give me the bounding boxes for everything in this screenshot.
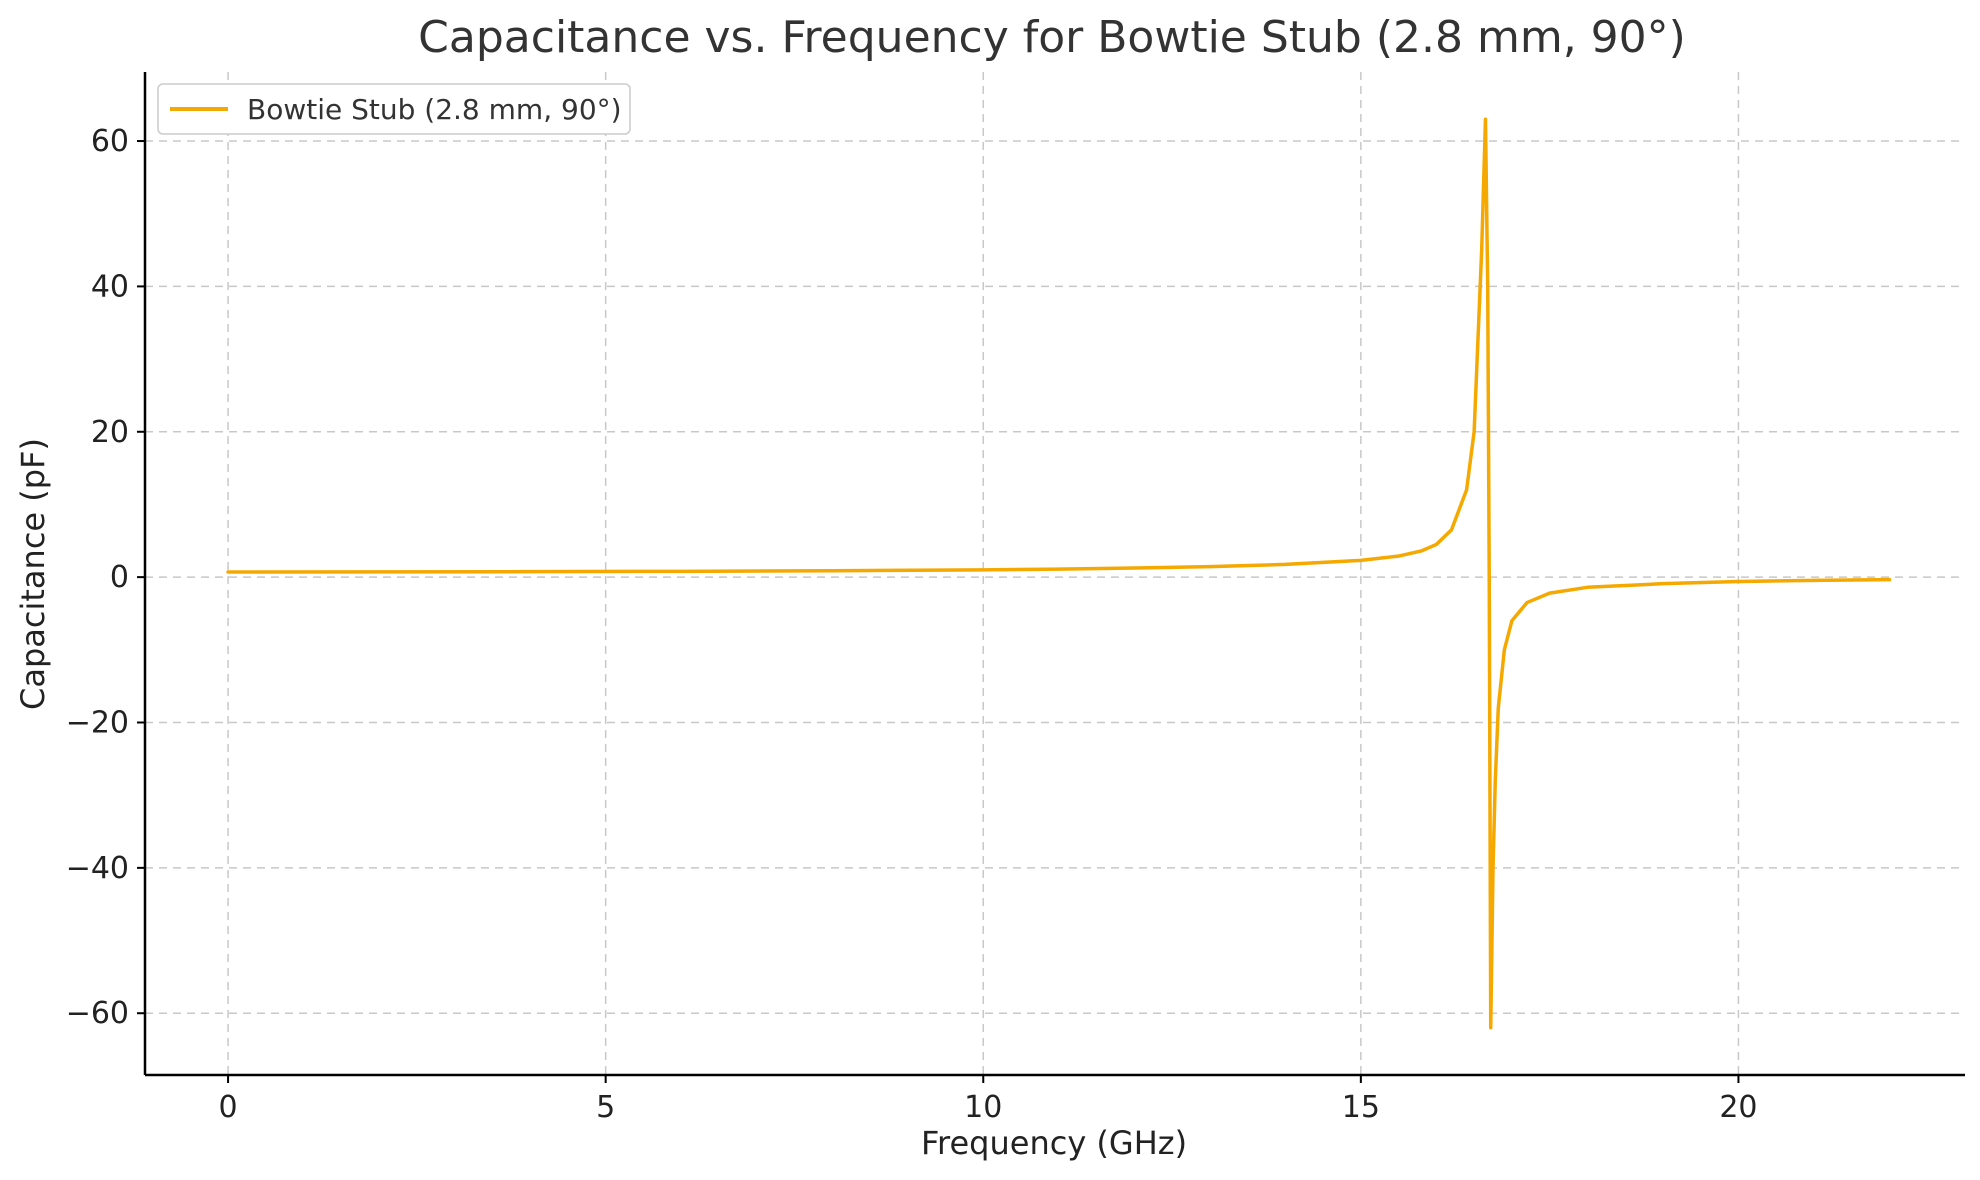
legend-box — [157, 83, 631, 135]
ticks: 0 5 10 15 20 −60 −40 −20 0 20 40 60 — [66, 124, 1758, 1125]
x-tick-label: 0 — [219, 1090, 238, 1125]
y-tick-label: −60 — [66, 996, 129, 1031]
chart-title: Capacitance vs. Frequency for Bowtie Stu… — [418, 12, 1686, 63]
x-tick-label: 15 — [1342, 1090, 1380, 1125]
grid-lines — [145, 72, 1965, 1075]
x-tick-label: 10 — [964, 1090, 1002, 1125]
y-tick-label: 60 — [91, 124, 129, 159]
axes — [143, 72, 1965, 1077]
y-tick-label: 40 — [91, 269, 129, 304]
y-tick-label: 0 — [110, 560, 129, 595]
series-layer — [226, 117, 1892, 1030]
y-tick-label: 20 — [91, 415, 129, 450]
legend: Bowtie Stub (2.8 mm, 90°) — [157, 83, 631, 135]
y-tick-label: −40 — [66, 851, 129, 886]
x-tick-label: 20 — [1719, 1090, 1757, 1125]
y-axis-label: Capacitance (pF) — [14, 438, 52, 710]
y-tick-label: −20 — [66, 705, 129, 740]
x-axis-label: Frequency (GHz) — [921, 1124, 1187, 1162]
x-tick-label: 5 — [596, 1090, 615, 1125]
legend-label: Bowtie Stub (2.8 mm, 90°) — [247, 93, 622, 126]
series-line — [226, 117, 1892, 1030]
